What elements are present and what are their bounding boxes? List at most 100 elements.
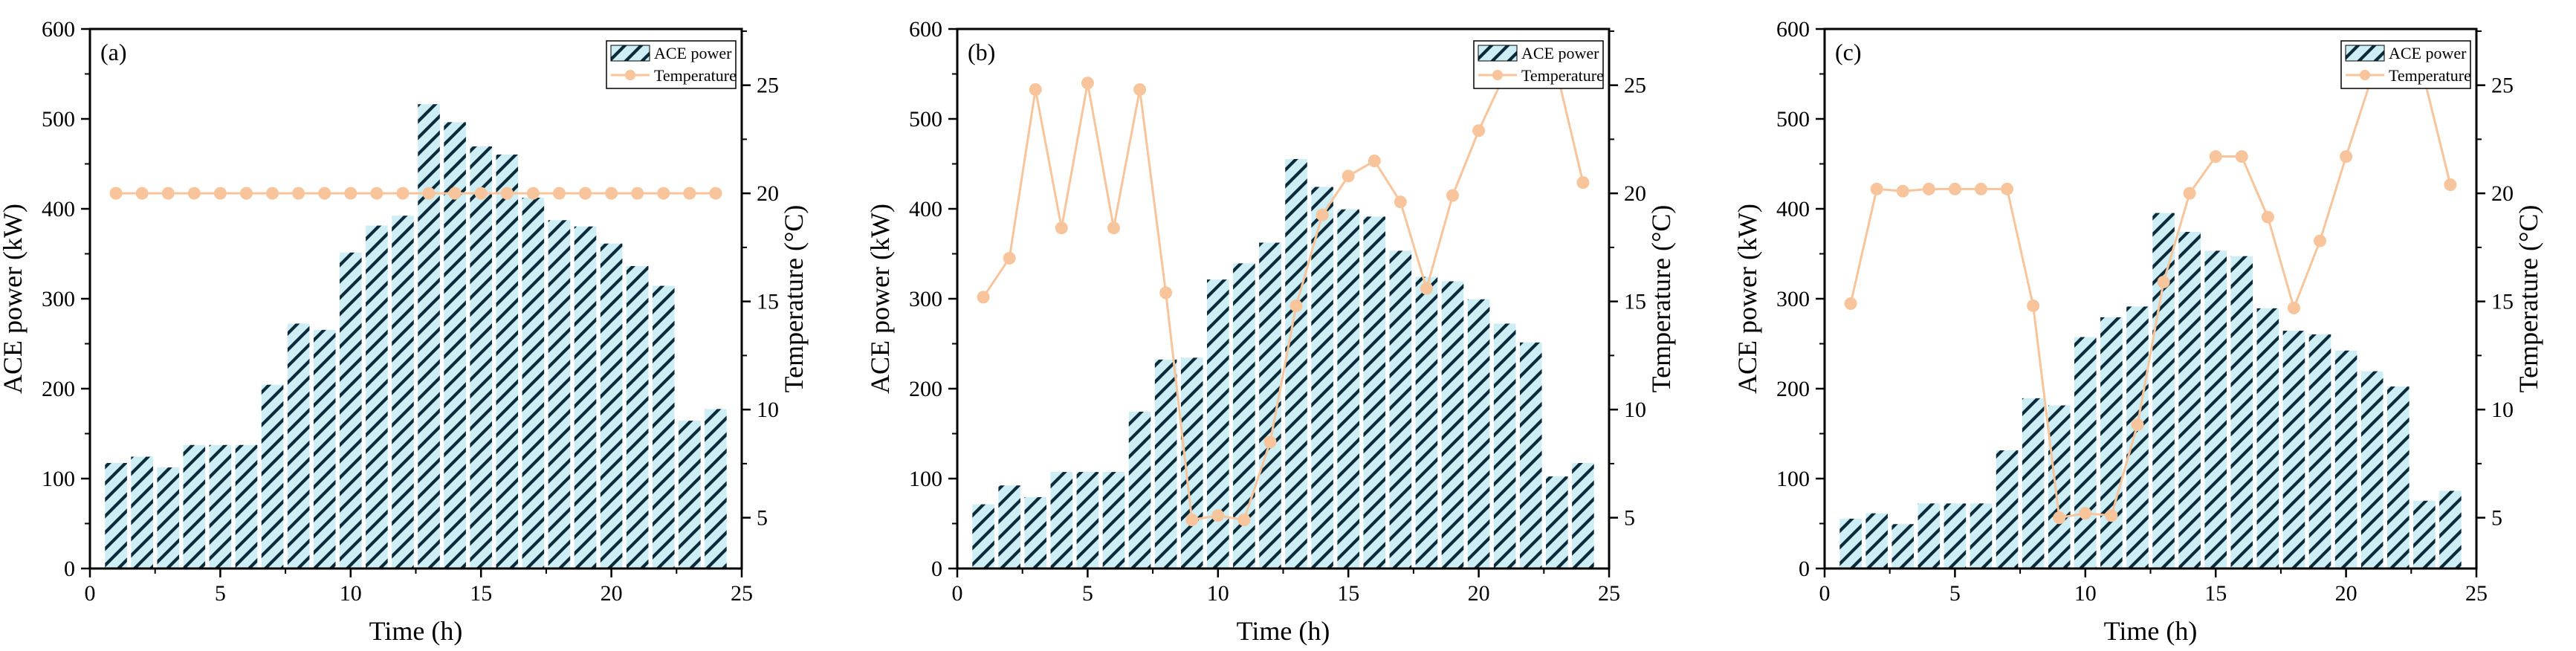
bar (547, 218, 572, 569)
y-tick-label: 400 (1776, 197, 1810, 221)
bar (1969, 502, 1993, 569)
bar (364, 224, 389, 569)
temperature-point (2157, 275, 2170, 288)
bar (1284, 158, 1309, 569)
temperature-point (526, 187, 540, 200)
temperature-point (1948, 182, 1961, 195)
y-tick-label: 300 (1776, 287, 1810, 311)
x-tick-label: 15 (1337, 581, 1359, 606)
bar (494, 153, 520, 569)
temperature-point (1107, 221, 1120, 235)
temperature-point (109, 187, 123, 200)
temperature-point (579, 187, 592, 200)
bar (1310, 186, 1335, 569)
legend-line-marker (1492, 70, 1503, 80)
y-tick-label: 200 (1776, 377, 1810, 401)
y2-axis-title: Temperature (°C) (2514, 205, 2543, 393)
temperature-point (318, 187, 331, 200)
temperature-point (161, 187, 175, 200)
y2-tick-label: 5 (2491, 506, 2502, 531)
panel-label: (c) (1835, 39, 1862, 65)
y2-tick-label: 25 (2491, 74, 2514, 98)
y-tick-label: 600 (42, 17, 75, 42)
y-tick-label: 0 (931, 557, 942, 581)
y2-tick-label: 15 (1624, 290, 1646, 314)
y2-tick-label: 25 (757, 74, 779, 98)
temperature-point (239, 187, 253, 200)
y2-tick-label: 20 (2491, 181, 2514, 206)
bar (2360, 370, 2384, 569)
temperature-line (982, 59, 1585, 522)
y-tick-label: 300 (42, 287, 75, 311)
bar (2021, 397, 2045, 569)
legend: ACE power Temperature (606, 40, 737, 89)
y-tick-label: 300 (909, 287, 942, 311)
temperature-point (1263, 435, 1277, 449)
bar (2047, 404, 2072, 569)
bar (1388, 249, 1413, 569)
y-tick-label: 400 (42, 197, 75, 221)
temperature-point (448, 187, 462, 200)
x-tick-label: 20 (1468, 581, 1490, 606)
legend-bar-label: ACE power (2389, 44, 2467, 62)
bar (521, 196, 546, 569)
bar (260, 383, 285, 569)
bar-series (103, 103, 728, 569)
temperature-point (657, 187, 670, 200)
bar (1864, 512, 1889, 569)
bar (2099, 316, 2124, 569)
bar (1995, 449, 2019, 569)
bar (1075, 470, 1100, 569)
temperature-point (2053, 511, 2066, 525)
temperature-point (1472, 124, 1486, 137)
bar (997, 484, 1022, 569)
temperature-point (709, 187, 722, 200)
temperature-point (396, 187, 410, 200)
y-axis-title: ACE power (kW) (1732, 204, 1762, 394)
y-tick-label: 0 (64, 557, 75, 581)
bar (2125, 305, 2150, 569)
y-tick-label: 200 (42, 377, 75, 401)
bar (651, 285, 676, 569)
bar (208, 444, 233, 569)
temperature-point (2287, 301, 2300, 314)
bar (103, 461, 129, 569)
bar (2177, 230, 2202, 569)
legend-line-label: Temperature (654, 66, 737, 85)
y-tick-label: 600 (1776, 17, 1810, 42)
legend: ACE power Temperature (2340, 40, 2471, 89)
bar (468, 145, 493, 569)
y-axis-title: ACE power (kW) (0, 204, 27, 394)
x-tick-label: 10 (1207, 581, 1229, 606)
line-series (109, 187, 722, 200)
legend: ACE power Temperature (1473, 40, 1604, 89)
temperature-point (1029, 82, 1042, 96)
bar (1336, 208, 1361, 569)
y2-tick-label: 25 (1624, 74, 1646, 98)
temperature-point (1368, 154, 1381, 167)
temperature-point (2183, 187, 2196, 200)
bar (1890, 522, 1915, 569)
legend-bar-label: ACE power (654, 44, 732, 62)
temperature-point (631, 187, 644, 200)
temperature-point (1185, 514, 1199, 527)
temperature-point (2340, 150, 2353, 163)
bar (1127, 410, 1152, 569)
bar (1466, 298, 1491, 569)
panel-label: (b) (968, 39, 995, 65)
y2-tick-label: 5 (1624, 506, 1635, 531)
temperature-point (1576, 176, 1590, 190)
temperature-point (1446, 189, 1460, 202)
legend-line-label: Temperature (1521, 66, 1604, 85)
y-tick-label: 100 (909, 467, 942, 491)
bar-series (971, 158, 1596, 569)
bar (2229, 255, 2254, 569)
y-tick-label: 500 (1776, 107, 1810, 132)
y2-tick-label: 5 (757, 506, 768, 531)
x-tick-label: 5 (1082, 581, 1093, 606)
bar (182, 444, 207, 569)
x-tick-label: 0 (85, 581, 96, 606)
bar (599, 242, 624, 569)
bar (1838, 517, 1863, 569)
